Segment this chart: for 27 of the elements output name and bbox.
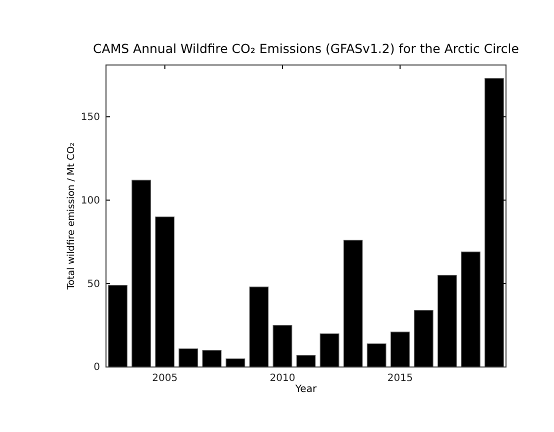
bar <box>343 240 363 368</box>
chart-title: CAMS Annual Wildfire CO₂ Emissions (GFASv1.2) for the Arctic Circle <box>93 41 520 56</box>
bar <box>155 216 175 368</box>
bar <box>132 180 152 368</box>
bar <box>366 343 386 368</box>
bar <box>390 332 410 368</box>
bar <box>460 252 480 368</box>
x-tick-label: 2015 <box>387 373 413 384</box>
bar <box>437 274 457 368</box>
y-tick-label: 0 <box>94 362 100 374</box>
bar <box>484 78 504 368</box>
x-tick-label: 2010 <box>270 373 296 384</box>
y-axis-title: Total wildfire emission / Mt CO₂ <box>66 142 77 291</box>
bar <box>296 355 316 368</box>
bar <box>202 350 222 368</box>
y-tick-label: 150 <box>80 112 100 123</box>
bar <box>272 324 292 368</box>
x-tick-label: 2005 <box>152 373 178 384</box>
bar <box>249 286 269 368</box>
bar <box>226 358 246 368</box>
bar <box>320 333 340 368</box>
y-tick-label: 50 <box>87 278 100 290</box>
y-tick-label: 100 <box>80 195 100 206</box>
bar <box>178 348 198 368</box>
x-axis-title: Year <box>294 384 318 395</box>
bar <box>108 284 128 368</box>
bar <box>414 310 434 368</box>
